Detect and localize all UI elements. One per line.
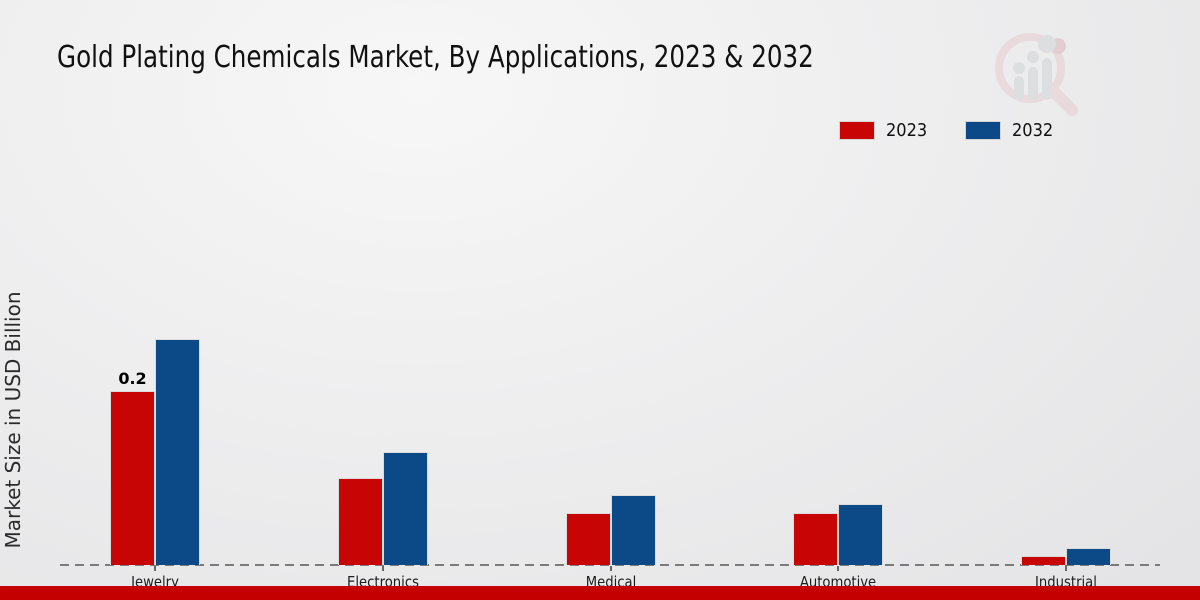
- legend-item-2023: 2023: [840, 120, 932, 141]
- bar-2032-jewelry: [155, 339, 200, 565]
- legend-label: 2032: [1011, 120, 1054, 141]
- legend-item-2032: 2032: [965, 120, 1058, 141]
- x-axis-tick: [837, 566, 840, 571]
- chart-title: Gold Plating Chemicals Market, By Applic…: [57, 40, 814, 75]
- bar-2023-electronics: [337, 478, 383, 565]
- x-axis-tick: [154, 566, 156, 571]
- bar-2023-industrial: [1021, 556, 1066, 565]
- x-axis-line: [60, 564, 1160, 566]
- bar-2032-automotive: [838, 504, 884, 565]
- bar-2032-electronics: [382, 452, 428, 565]
- x-axis-tick: [381, 566, 384, 571]
- bar-2032-industrial: [1066, 548, 1111, 565]
- footer-strip: [0, 586, 1200, 600]
- legend-swatch-icon: [965, 122, 1000, 139]
- magnifier-bar-chart-logo-icon: [995, 33, 1078, 116]
- bar-2023-automotive: [793, 513, 839, 565]
- bar-value-label: 0.2: [118, 369, 147, 388]
- bar-2032-medical: [610, 495, 656, 565]
- legend-label: 2023: [886, 120, 928, 141]
- legend: 2023 2032: [840, 120, 1058, 141]
- x-axis-tick: [609, 566, 612, 571]
- x-axis-tick: [1065, 566, 1067, 571]
- bar-2023-jewelry: [110, 391, 155, 565]
- bar-2023-medical: [565, 513, 611, 565]
- legend-swatch-icon: [840, 122, 874, 139]
